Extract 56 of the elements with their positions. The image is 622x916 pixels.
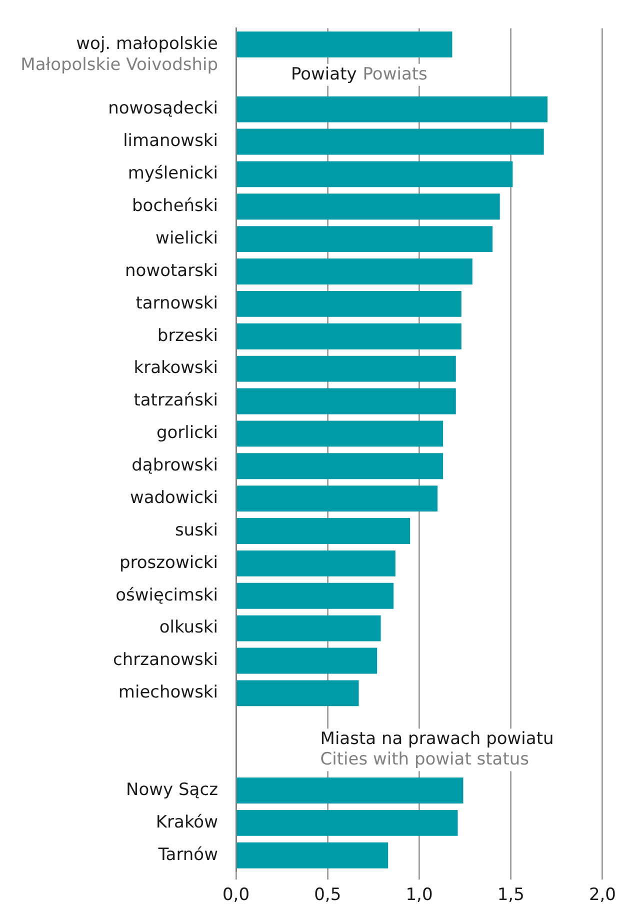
y-tick-label: tatrzański [134, 390, 218, 411]
bar [236, 128, 544, 155]
y-tick-label: nowotarski [125, 260, 218, 281]
y-tick-label: woj. małopolskie [76, 34, 218, 54]
bar [236, 842, 388, 868]
bar [236, 615, 381, 642]
bar [236, 680, 359, 706]
bar [236, 778, 464, 804]
bar [236, 420, 444, 447]
annotation: Powiaty [290, 64, 357, 84]
y-tick-label: gorlicki [156, 423, 218, 444]
y-tick-label: Tarnów [157, 844, 218, 865]
bar [236, 226, 493, 252]
bar [236, 486, 438, 512]
bar [236, 453, 444, 480]
x-tick-label: 0,5 [314, 885, 342, 906]
y-tick-label: oświęcimski [116, 585, 218, 606]
bar [236, 550, 396, 576]
y-tick-label: limanowski [123, 131, 218, 152]
y-tick-label: krakowski [134, 358, 218, 378]
x-tick-label: 1,0 [406, 885, 433, 906]
bar [236, 388, 456, 414]
x-tick-label: 0,0 [222, 885, 250, 906]
bar [236, 31, 452, 58]
bar [236, 810, 458, 836]
bar [236, 161, 513, 188]
bar [236, 356, 456, 382]
bar [236, 194, 500, 220]
y-tick-label: chrzanowski [113, 650, 218, 670]
y-tick-label: olkuski [159, 618, 218, 638]
y-tick-label: proszowicki [119, 552, 218, 573]
x-tick-label: 1,5 [497, 885, 524, 906]
y-tick-label: suski [174, 520, 218, 540]
y-tick-label: Kraków [156, 812, 218, 832]
y-tick-label: bocheński [132, 196, 218, 216]
y-tick-label: wielicki [156, 228, 218, 248]
bar [236, 258, 472, 284]
y-tick-label: Nowy Sącz [126, 780, 218, 800]
bar [236, 290, 462, 317]
y-tick-label: dąbrowski [132, 456, 218, 476]
y-tick-label: brzeski [157, 326, 218, 346]
y-tick-label: nowosądecki [108, 98, 218, 119]
x-tick-label: 2,0 [588, 885, 616, 906]
y-tick-label: tarnowski [136, 293, 218, 314]
bar [236, 518, 410, 544]
y-tick-label: wadowicki [130, 488, 218, 508]
annotation: Cities with powiat status [320, 749, 530, 770]
y-tick-label: myślenicki [128, 164, 218, 184]
bar [236, 96, 548, 122]
y-tick-label: miechowski [118, 682, 218, 703]
bar [236, 323, 462, 350]
annotation: Powiats [362, 64, 428, 84]
text: Małopolskie Voivodship [20, 54, 218, 75]
bar [236, 582, 394, 609]
annotation: Miasta na prawach powiatu [320, 729, 554, 750]
bar [236, 648, 378, 674]
